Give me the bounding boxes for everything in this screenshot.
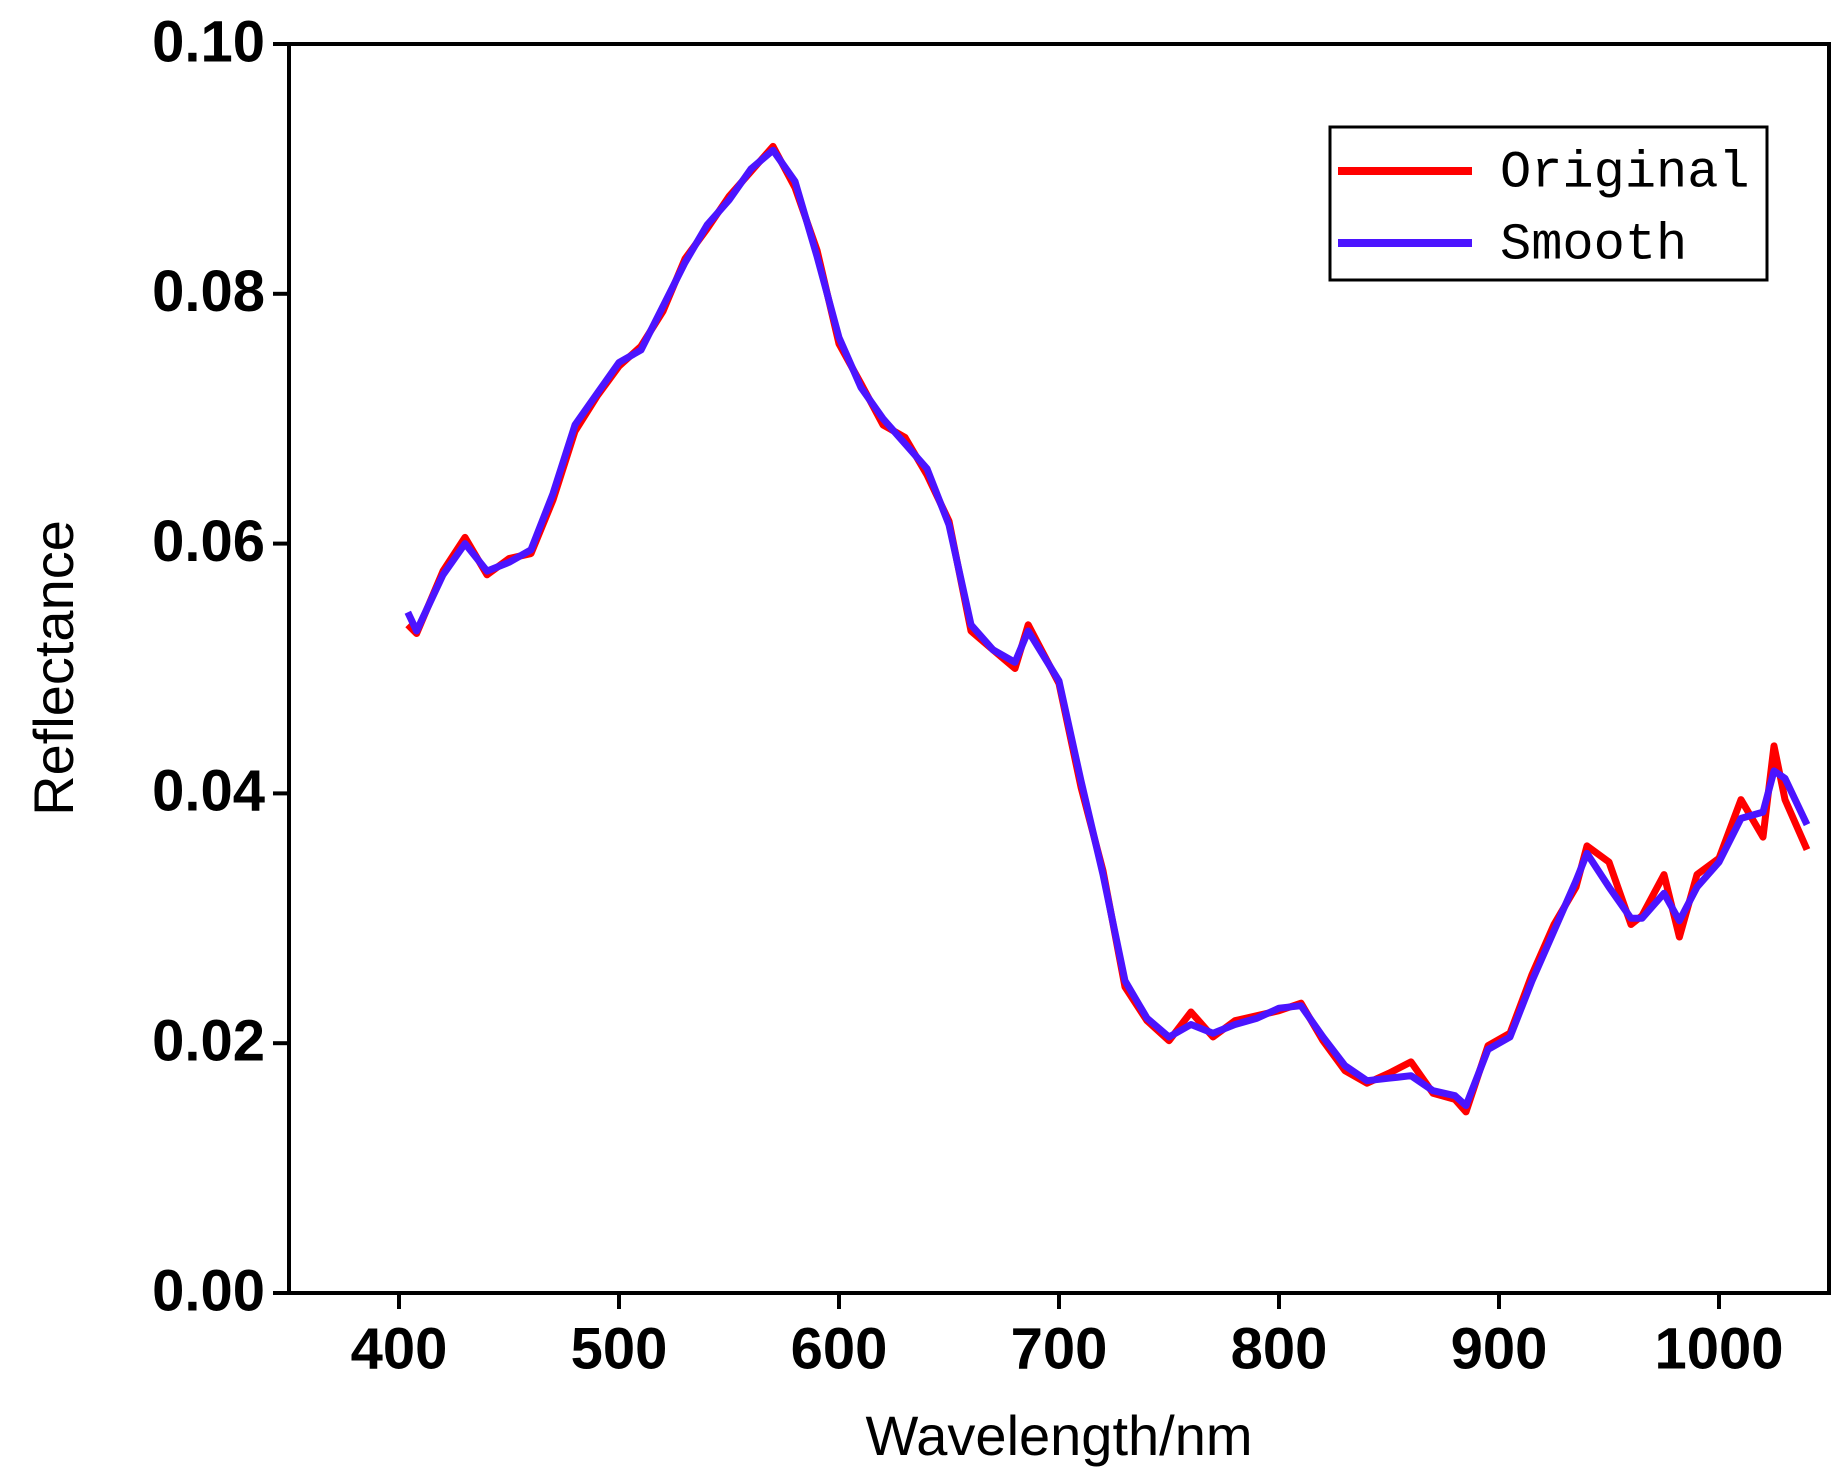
legend-label: Original xyxy=(1500,144,1750,203)
legend-box xyxy=(1328,125,1769,282)
y-tick-label: 0.10 xyxy=(152,9,265,74)
y-tick-label: 0.00 xyxy=(152,1258,265,1323)
y-tick-label: 0.08 xyxy=(152,259,265,324)
y-tick-label: 0.06 xyxy=(152,509,265,574)
legend-label: Smooth xyxy=(1500,216,1687,275)
series-line xyxy=(405,142,1811,1116)
x-tick-label: 400 xyxy=(351,1316,448,1381)
y-axis-title: Reflectance xyxy=(22,520,85,816)
y-tick-label: 0.02 xyxy=(152,1009,265,1074)
y-tick-label: 0.04 xyxy=(152,759,265,824)
series-line xyxy=(404,146,1811,1110)
x-tick-label: 800 xyxy=(1231,1316,1328,1381)
x-tick-label: 600 xyxy=(791,1316,888,1381)
x-tick-label: 500 xyxy=(571,1316,668,1381)
x-tick-label: 900 xyxy=(1451,1316,1548,1381)
x-tick-label: 700 xyxy=(1011,1316,1108,1381)
x-tick-label: 1000 xyxy=(1654,1316,1783,1381)
x-axis-title: Wavelength/nm xyxy=(866,1404,1253,1467)
